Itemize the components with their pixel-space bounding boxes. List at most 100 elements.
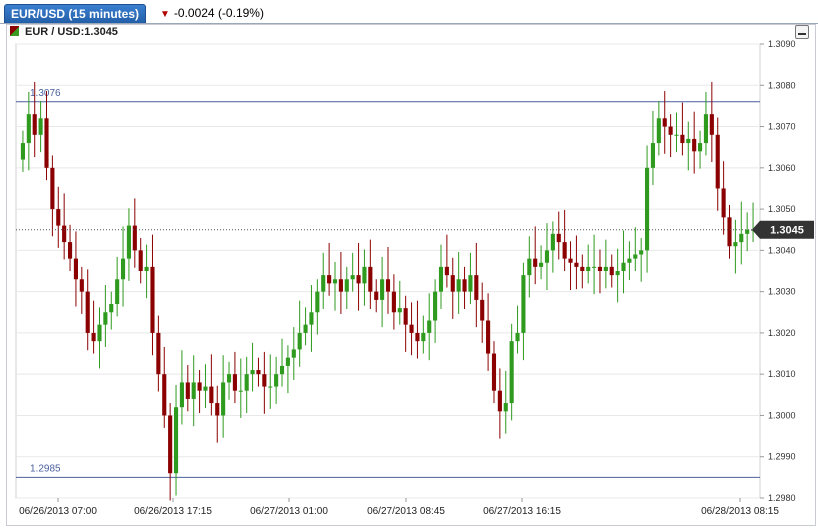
tab-divider (0, 23, 818, 24)
candle-body (597, 266, 603, 271)
candle-body (209, 386, 214, 404)
minimize-icon[interactable] (795, 25, 809, 39)
candle-body (38, 118, 43, 135)
candle-body (85, 291, 90, 333)
x-tick-label: 06/26/2013 17:15 (134, 506, 212, 517)
y-tick-label: 1.3040 (768, 245, 796, 255)
candle-body (138, 250, 143, 271)
candle-body (327, 275, 332, 284)
candle-body (191, 382, 196, 399)
candle-body (156, 332, 161, 375)
x-tick-label: 06/27/2013 16:15 (483, 506, 561, 517)
candle-body (474, 275, 479, 300)
candle-body (456, 279, 461, 292)
candle-body (62, 225, 67, 243)
x-tick-label: 06/28/2013 08:15 (701, 506, 779, 517)
candle-body (486, 320, 491, 354)
y-tick-label: 1.2980 (768, 493, 796, 503)
candle-body (609, 266, 614, 276)
candle-body (745, 229, 750, 234)
candle-body (350, 275, 355, 280)
candle-body (97, 324, 102, 342)
chart-legend: EUR / USD:1.3045 (10, 26, 118, 42)
candle-body (586, 266, 591, 271)
candle-body (503, 403, 508, 412)
candle-body (433, 291, 438, 321)
candle-body (238, 390, 243, 392)
y-tick-label: 1.3080 (768, 80, 796, 90)
candle-body (26, 114, 31, 144)
candle-body (627, 258, 632, 263)
candle-body (580, 266, 585, 271)
candle-body (309, 312, 314, 325)
candle-body (662, 118, 667, 127)
candle-body (115, 279, 120, 305)
candle-body (698, 143, 703, 152)
candle-body (226, 374, 232, 383)
price-change: ▼ -0.0024 (-0.19%) (160, 4, 264, 22)
candle-body (120, 258, 126, 280)
candle-body (197, 382, 202, 391)
candle-body (721, 188, 726, 218)
candle-body (103, 312, 108, 325)
candle-body (550, 233, 555, 251)
candle-body (268, 386, 273, 388)
candle-body (368, 266, 373, 292)
candle-body (668, 126, 673, 135)
y-tick-label: 1.3090 (768, 39, 796, 49)
candle-body (315, 291, 320, 313)
candle-body (356, 275, 361, 284)
candle-body (303, 324, 308, 333)
candle-body (603, 266, 608, 271)
candle-body (533, 258, 538, 267)
candle-body (321, 275, 326, 292)
candle-body (262, 374, 267, 387)
candle-body (385, 279, 391, 292)
candle-body (544, 250, 550, 263)
candle-body (79, 279, 84, 292)
y-tick-label: 1.3030 (768, 287, 796, 297)
reference-line-label: 1.2985 (30, 463, 61, 474)
tab-eurusd[interactable]: EUR/USD (15 minutes) (4, 4, 147, 23)
candle-body (615, 271, 620, 276)
candle-body (332, 279, 338, 284)
candle-body (633, 254, 638, 259)
candle-body (497, 390, 502, 412)
y-tick-label: 1.2990 (768, 452, 796, 462)
candle-body (521, 275, 526, 333)
candle-body (739, 233, 744, 243)
candle-body (279, 365, 285, 375)
price-change-value: -0.0024 (-0.19%) (173, 6, 264, 20)
candle-body (515, 332, 520, 342)
candle-body (250, 370, 255, 375)
candle-body (297, 332, 302, 350)
candle-body (592, 266, 597, 268)
candle-body (715, 134, 720, 189)
candle-body (67, 242, 73, 259)
candle-body (692, 138, 697, 152)
candle-body (650, 143, 656, 168)
y-tick-label: 1.3010 (768, 369, 796, 379)
candle-body (132, 225, 137, 251)
candle-body (733, 242, 738, 247)
candle-body (427, 320, 432, 333)
candle-body (391, 291, 396, 313)
y-tick-label: 1.3020 (768, 328, 796, 338)
candle-body (450, 275, 455, 292)
x-tick-label: 06/27/2013 08:45 (367, 506, 445, 517)
candle-body (144, 266, 149, 271)
candle-body (703, 114, 709, 144)
current-price-label: 1.3045 (770, 225, 804, 237)
candle-body (73, 258, 78, 280)
candle-body (480, 299, 485, 321)
candle-body (409, 324, 414, 333)
candle-body (621, 262, 626, 271)
candle-body (527, 258, 532, 276)
legend-label: EUR / USD:1.3045 (25, 26, 118, 38)
down-arrow-icon: ▼ (160, 9, 170, 20)
candle-body (639, 250, 644, 255)
candle-body (168, 415, 173, 474)
candle-body (556, 233, 561, 243)
x-tick-label: 06/27/2013 01:00 (250, 506, 328, 517)
candle-body (674, 134, 679, 136)
